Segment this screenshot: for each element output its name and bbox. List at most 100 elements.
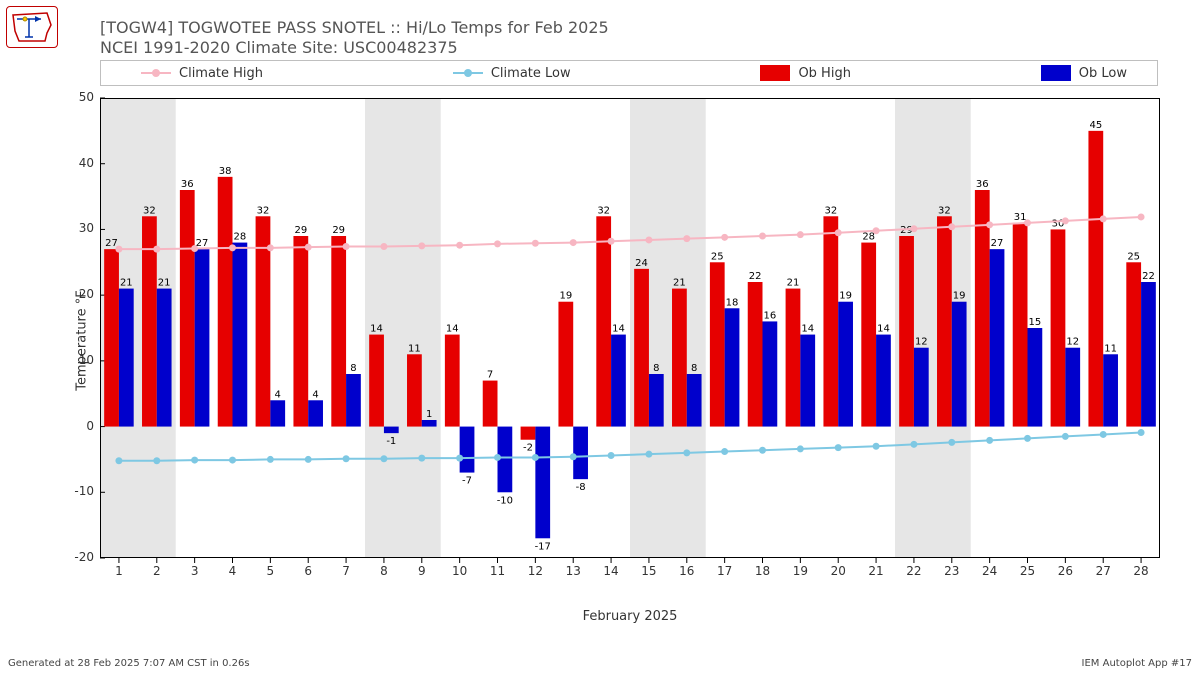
svg-text:24: 24 (635, 258, 648, 269)
svg-text:21: 21 (787, 278, 800, 289)
svg-text:21: 21 (120, 278, 133, 289)
legend: Climate High Climate Low Ob High Ob Low (100, 60, 1158, 86)
legend-ob-high-swatch (760, 65, 790, 81)
svg-text:11: 11 (408, 343, 421, 354)
svg-text:32: 32 (938, 205, 951, 216)
svg-text:19: 19 (839, 291, 852, 302)
x-tick-label: 4 (223, 564, 243, 578)
svg-text:25: 25 (711, 251, 724, 262)
svg-text:-2: -2 (523, 443, 533, 454)
svg-text:19: 19 (953, 291, 966, 302)
title-line2: NCEI 1991-2020 Climate Site: USC00482375 (100, 38, 609, 58)
svg-text:12: 12 (915, 337, 928, 348)
legend-ob-low-swatch (1041, 65, 1071, 81)
svg-text:28: 28 (234, 232, 247, 243)
x-tick-label: 19 (790, 564, 810, 578)
svg-text:15: 15 (1029, 317, 1042, 328)
x-tick-label: 11 (488, 564, 508, 578)
chart: Climate High Climate Low Ob High Ob Low … (100, 60, 1160, 620)
svg-text:11: 11 (1104, 343, 1117, 354)
legend-ob-low-label: Ob Low (1079, 66, 1127, 81)
svg-text:-17: -17 (535, 541, 551, 552)
x-axis-label: February 2025 (100, 609, 1160, 624)
svg-text:36: 36 (181, 179, 194, 190)
svg-text:21: 21 (158, 278, 171, 289)
svg-text:-7: -7 (462, 476, 472, 487)
svg-text:45: 45 (1089, 120, 1102, 131)
svg-text:21: 21 (673, 278, 686, 289)
svg-text:19: 19 (559, 291, 572, 302)
x-tick-label: 24 (980, 564, 1000, 578)
svg-text:4: 4 (312, 389, 318, 400)
y-tick-label: 20 (54, 287, 94, 301)
title-line1: [TOGW4] TOGWOTEE PASS SNOTEL :: Hi/Lo Te… (100, 18, 609, 38)
x-tick-label: 6 (298, 564, 318, 578)
x-tick-label: 9 (412, 564, 432, 578)
svg-text:14: 14 (370, 324, 383, 335)
svg-text:12: 12 (1066, 337, 1079, 348)
svg-text:-1: -1 (386, 436, 396, 447)
x-tick-label: 25 (1018, 564, 1038, 578)
legend-ob-high: Ob High (760, 65, 851, 81)
x-tick-label: 20 (828, 564, 848, 578)
legend-climate-low: Climate Low (453, 66, 571, 81)
svg-text:29: 29 (294, 225, 307, 236)
x-tick-label: 26 (1055, 564, 1075, 578)
page: [TOGW4] TOGWOTEE PASS SNOTEL :: Hi/Lo Te… (0, 0, 1200, 675)
svg-text:16: 16 (764, 310, 777, 321)
x-tick-label: 27 (1093, 564, 1113, 578)
x-tick-label: 14 (601, 564, 621, 578)
y-tick-label: -20 (54, 550, 94, 564)
svg-text:22: 22 (1142, 271, 1155, 282)
x-tick-label: 10 (450, 564, 470, 578)
title-block: [TOGW4] TOGWOTEE PASS SNOTEL :: Hi/Lo Te… (100, 18, 609, 58)
svg-text:8: 8 (653, 363, 659, 374)
svg-text:14: 14 (801, 324, 814, 335)
svg-text:32: 32 (597, 205, 610, 216)
svg-text:8: 8 (691, 363, 697, 374)
legend-ob-high-label: Ob High (798, 66, 851, 81)
svg-text:32: 32 (824, 205, 837, 216)
svg-text:22: 22 (749, 271, 762, 282)
svg-text:7: 7 (487, 370, 493, 381)
x-tick-label: 16 (677, 564, 697, 578)
y-tick-label: 10 (54, 353, 94, 367)
legend-climate-high-label: Climate High (179, 66, 263, 81)
y-tick-label: 40 (54, 156, 94, 170)
x-tick-label: 21 (866, 564, 886, 578)
svg-text:14: 14 (877, 324, 890, 335)
svg-text:36: 36 (976, 179, 989, 190)
x-tick-label: 8 (374, 564, 394, 578)
svg-text:-10: -10 (497, 495, 513, 506)
legend-climate-high: Climate High (141, 66, 263, 81)
svg-text:38: 38 (219, 166, 232, 177)
y-tick-label: 0 (54, 419, 94, 433)
x-tick-label: 7 (336, 564, 356, 578)
x-tick-label: 1 (109, 564, 129, 578)
svg-text:-8: -8 (576, 482, 586, 493)
x-tick-label: 18 (753, 564, 773, 578)
x-tick-label: 17 (715, 564, 735, 578)
svg-text:14: 14 (446, 324, 459, 335)
footer-right: IEM Autoplot App #17 (1082, 658, 1192, 669)
svg-text:14: 14 (612, 324, 625, 335)
svg-text:18: 18 (726, 297, 739, 308)
svg-text:27: 27 (991, 238, 1004, 249)
legend-ob-low: Ob Low (1041, 65, 1127, 81)
svg-text:4: 4 (275, 389, 281, 400)
plot-area: Temperature °F 2721322136273828324294298… (100, 88, 1160, 620)
iem-logo (6, 6, 58, 48)
x-tick-label: 15 (639, 564, 659, 578)
x-tick-label: 28 (1131, 564, 1151, 578)
x-tick-label: 13 (563, 564, 583, 578)
y-tick-label: -10 (54, 484, 94, 498)
x-tick-label: 12 (525, 564, 545, 578)
footer-left: Generated at 28 Feb 2025 7:07 AM CST in … (8, 658, 250, 669)
x-tick-label: 23 (942, 564, 962, 578)
svg-text:1: 1 (426, 409, 432, 420)
svg-text:28: 28 (862, 232, 875, 243)
plot-svg: 272132213627382832429429814-111114-77-10… (100, 88, 1160, 588)
legend-climate-low-label: Climate Low (491, 66, 571, 81)
svg-text:25: 25 (1127, 251, 1140, 262)
svg-text:8: 8 (350, 363, 356, 374)
